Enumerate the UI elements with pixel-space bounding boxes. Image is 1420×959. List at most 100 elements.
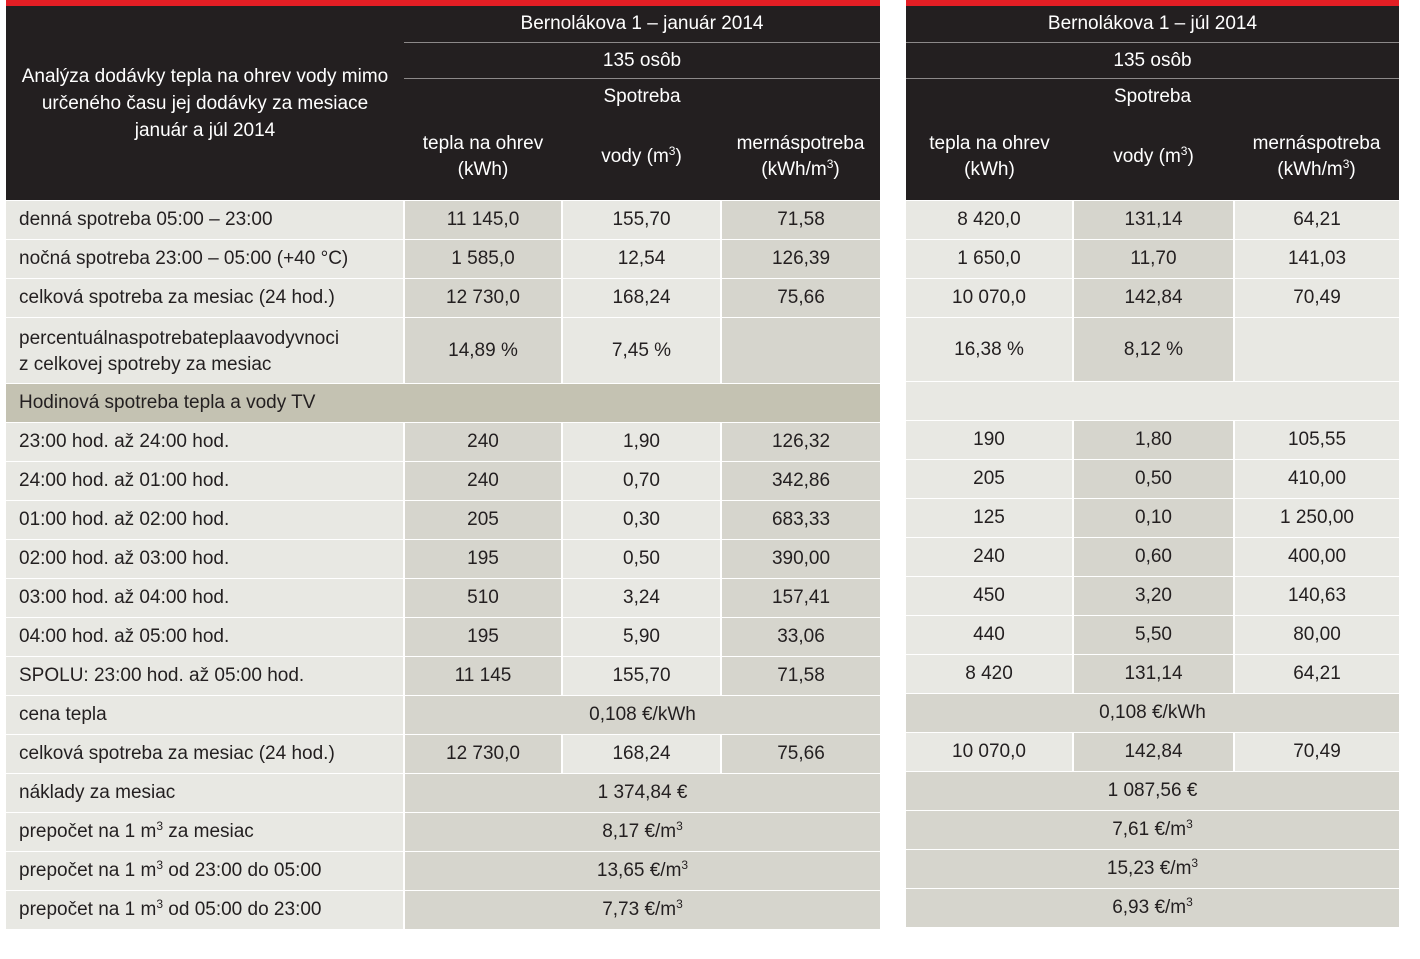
table-row: náklady za mesiac 1 374,84 €	[6, 773, 880, 813]
cell: 195	[403, 617, 562, 657]
row-label: prepočet na 1 m3 od 05:00 do 23:00	[6, 890, 404, 930]
row-label: 01:00 hod. až 02:00 hod.	[6, 500, 404, 540]
cell: 1,80	[1072, 420, 1234, 460]
table-row: nočná spotreba 23:00 – 05:00 (+40 °C) 1 …	[6, 239, 880, 279]
table-row: 23:00 hod. až 24:00 hod. 240 1,90 126,32	[6, 422, 880, 462]
col-heat-january: tepla na ohrev (kWh)	[404, 114, 562, 201]
cell: 0,30	[561, 500, 721, 540]
table-row: 03:00 hod. až 04:00 hod. 510 3,24 157,41	[6, 578, 880, 618]
cell: 80,00	[1233, 615, 1399, 655]
cell-empty	[720, 317, 880, 384]
table-row: celková spotreba za mesiac (24 hod.) 12 …	[6, 734, 880, 774]
cell: 410,00	[1233, 459, 1399, 499]
section-row: Hodinová spotreba tepla a vody TV	[6, 383, 880, 423]
cell: 1 585,0	[403, 239, 562, 279]
cell: 205	[906, 459, 1073, 499]
col-water-january: vody (m3)	[562, 114, 721, 201]
cell-empty	[1233, 317, 1399, 382]
cell: 16,38 %	[906, 317, 1073, 382]
cell: 168,24	[561, 278, 721, 318]
cell: 71,58	[720, 656, 880, 696]
group-january: Spotreba	[404, 78, 880, 114]
row-label: prepočet na 1 m3 za mesiac	[6, 812, 404, 852]
cell: 1,90	[561, 422, 721, 462]
cell: 0,60	[1072, 537, 1234, 577]
row-label: denná spotreba 05:00 – 23:00	[6, 200, 404, 240]
cell: 125	[906, 498, 1073, 538]
cell: 10 070,0	[906, 278, 1073, 318]
row-label: 02:00 hod. až 03:00 hod.	[6, 539, 404, 579]
cell: 8 420,0	[906, 200, 1073, 240]
cell: 11 145,0	[403, 200, 562, 240]
cell: 33,06	[720, 617, 880, 657]
cell: 5,50	[1072, 615, 1234, 655]
cell: 75,66	[720, 278, 880, 318]
cell: 683,33	[720, 500, 880, 540]
table-row: 10 070,0 142,84 70,49	[906, 732, 1399, 772]
table-row: cena tepla 0,108 €/kWh	[6, 695, 880, 735]
cell: 3,20	[1072, 576, 1234, 616]
table-row: prepočet na 1 m3 od 23:00 do 05:00 13,65…	[6, 851, 880, 891]
table-row: 240 0,60 400,00	[906, 537, 1399, 577]
table-row: 440 5,50 80,00	[906, 615, 1399, 655]
cell: 390,00	[720, 539, 880, 579]
cell: 105,55	[1233, 420, 1399, 460]
cell-span: 15,23 €/m3	[906, 849, 1399, 889]
row-label: percentuálnaspotrebateplaavodyvnoci z cel…	[6, 317, 404, 384]
table-row: 1 650,0 11,70 141,03	[906, 239, 1399, 279]
cell: 3,24	[561, 578, 721, 618]
table-row: prepočet na 1 m3 za mesiac 8,17 €/m3	[6, 812, 880, 852]
cell: 141,03	[1233, 239, 1399, 279]
persons-january: 135 osôb	[404, 42, 880, 79]
cell: 155,70	[561, 656, 721, 696]
cell: 440	[906, 615, 1073, 655]
section-row	[906, 381, 1399, 421]
cell: 450	[906, 576, 1073, 616]
cell: 0,70	[561, 461, 721, 501]
table-row: prepočet na 1 m3 od 05:00 do 23:00 7,73 …	[6, 890, 880, 930]
cell: 0,50	[561, 539, 721, 579]
table-row: 1 087,56 €	[906, 771, 1399, 811]
cell: 131,14	[1072, 654, 1234, 694]
table-title: Analýza dodávky tepla na ohrev vody mimo…	[6, 6, 404, 201]
table-row: denná spotreba 05:00 – 23:00 11 145,0 15…	[6, 200, 880, 240]
cell: 140,63	[1233, 576, 1399, 616]
table-row: 0,108 €/kWh	[906, 693, 1399, 733]
cell: 12 730,0	[403, 734, 562, 774]
row-label: SPOLU: 23:00 hod. až 05:00 hod.	[6, 656, 404, 696]
cell: 155,70	[561, 200, 721, 240]
cell-span: 6,93 €/m3	[906, 888, 1399, 928]
cell-span: 7,61 €/m3	[906, 810, 1399, 850]
cell: 168,24	[561, 734, 721, 774]
row-label: celková spotreba za mesiac (24 hod.)	[6, 278, 404, 318]
cell: 5,90	[561, 617, 721, 657]
cell: 205	[403, 500, 562, 540]
row-label: 03:00 hod. až 04:00 hod.	[6, 578, 404, 618]
col-specific-july: mernáspotreba (kWh/m3)	[1234, 114, 1399, 201]
cell: 342,86	[720, 461, 880, 501]
cell: 195	[403, 539, 562, 579]
table-row: 01:00 hod. až 02:00 hod. 205 0,30 683,33	[6, 500, 880, 540]
cell: 157,41	[720, 578, 880, 618]
row-label: cena tepla	[6, 695, 404, 735]
cell-span: 1 374,84 €	[403, 773, 880, 813]
table-row: 8 420,0 131,14 64,21	[906, 200, 1399, 240]
cell: 14,89 %	[403, 317, 562, 384]
table-row: 16,38 % 8,12 %	[906, 317, 1399, 382]
cell-span: 0,108 €/kWh	[906, 693, 1399, 733]
cell: 1 250,00	[1233, 498, 1399, 538]
table-row: 205 0,50 410,00	[906, 459, 1399, 499]
cell-span: 8,17 €/m3	[403, 812, 880, 852]
cell: 11,70	[1072, 239, 1234, 279]
cell: 8,12 %	[1072, 317, 1234, 382]
row-label: celková spotreba za mesiac (24 hod.)	[6, 734, 404, 774]
table-row: 15,23 €/m3	[906, 849, 1399, 889]
cell: 12 730,0	[403, 278, 562, 318]
cell: 190	[906, 420, 1073, 460]
col-water-july: vody (m3)	[1073, 114, 1234, 201]
cell-span: 7,73 €/m3	[403, 890, 880, 930]
row-label: 23:00 hod. až 24:00 hod.	[6, 422, 404, 462]
cell: 142,84	[1072, 278, 1234, 318]
table-row: 450 3,20 140,63	[906, 576, 1399, 616]
